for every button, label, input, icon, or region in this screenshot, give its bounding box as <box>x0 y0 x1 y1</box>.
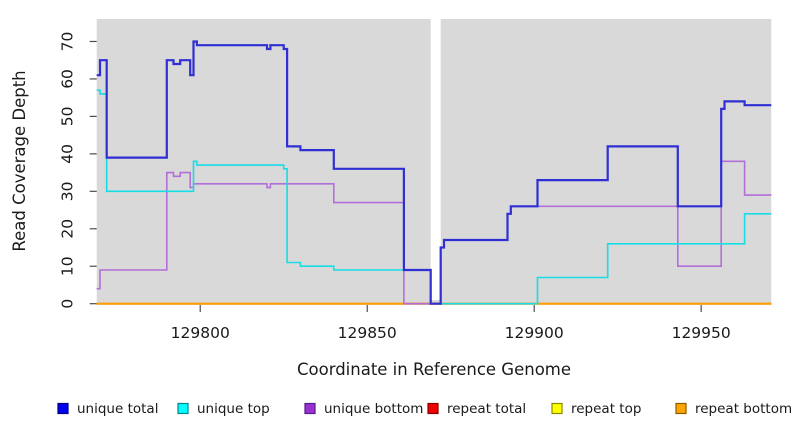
y-tick-label: 40 <box>59 144 77 164</box>
y-tick-label: 10 <box>59 256 77 276</box>
y-tick-label: 0 <box>59 299 77 309</box>
legend-label-unique-total: unique total <box>77 401 158 417</box>
legend-label-unique-bottom: unique bottom <box>324 401 423 417</box>
series-line-unique-bottom <box>96 160 772 305</box>
series-line-unique-top <box>96 89 772 305</box>
legend-label-repeat-total: repeat total <box>447 401 526 417</box>
legend-swatch-unique-top <box>177 402 189 415</box>
legend-swatch-repeat-total <box>427 402 439 415</box>
x-tick-label: 129850 <box>338 324 397 342</box>
legend-swatch-unique-total <box>57 402 69 415</box>
legend-swatch-repeat-top <box>551 402 563 415</box>
x-tick-label: 129800 <box>171 324 230 342</box>
y-tick-label: 30 <box>59 181 77 201</box>
y-axis-title: Read Coverage Depth <box>10 70 29 251</box>
legend-label-repeat-top: repeat top <box>571 401 641 417</box>
y-tick-label: 50 <box>59 107 77 127</box>
x-axis-title: Coordinate in Reference Genome <box>297 360 571 379</box>
y-tick-label: 70 <box>59 32 77 52</box>
legend-swatch-repeat-bottom <box>675 402 687 415</box>
x-tick-label: 129900 <box>505 324 564 342</box>
x-tick-label: 129950 <box>672 324 731 342</box>
legend-label-repeat-bottom: repeat bottom <box>695 401 792 417</box>
y-tick-label: 60 <box>59 69 77 89</box>
legend-label-unique-top: unique top <box>197 401 270 417</box>
legend-swatch-unique-bottom <box>304 402 316 415</box>
y-tick-label: 20 <box>59 219 77 239</box>
coverage-gap-band <box>430 19 441 300</box>
series-line-unique-total <box>96 40 772 305</box>
